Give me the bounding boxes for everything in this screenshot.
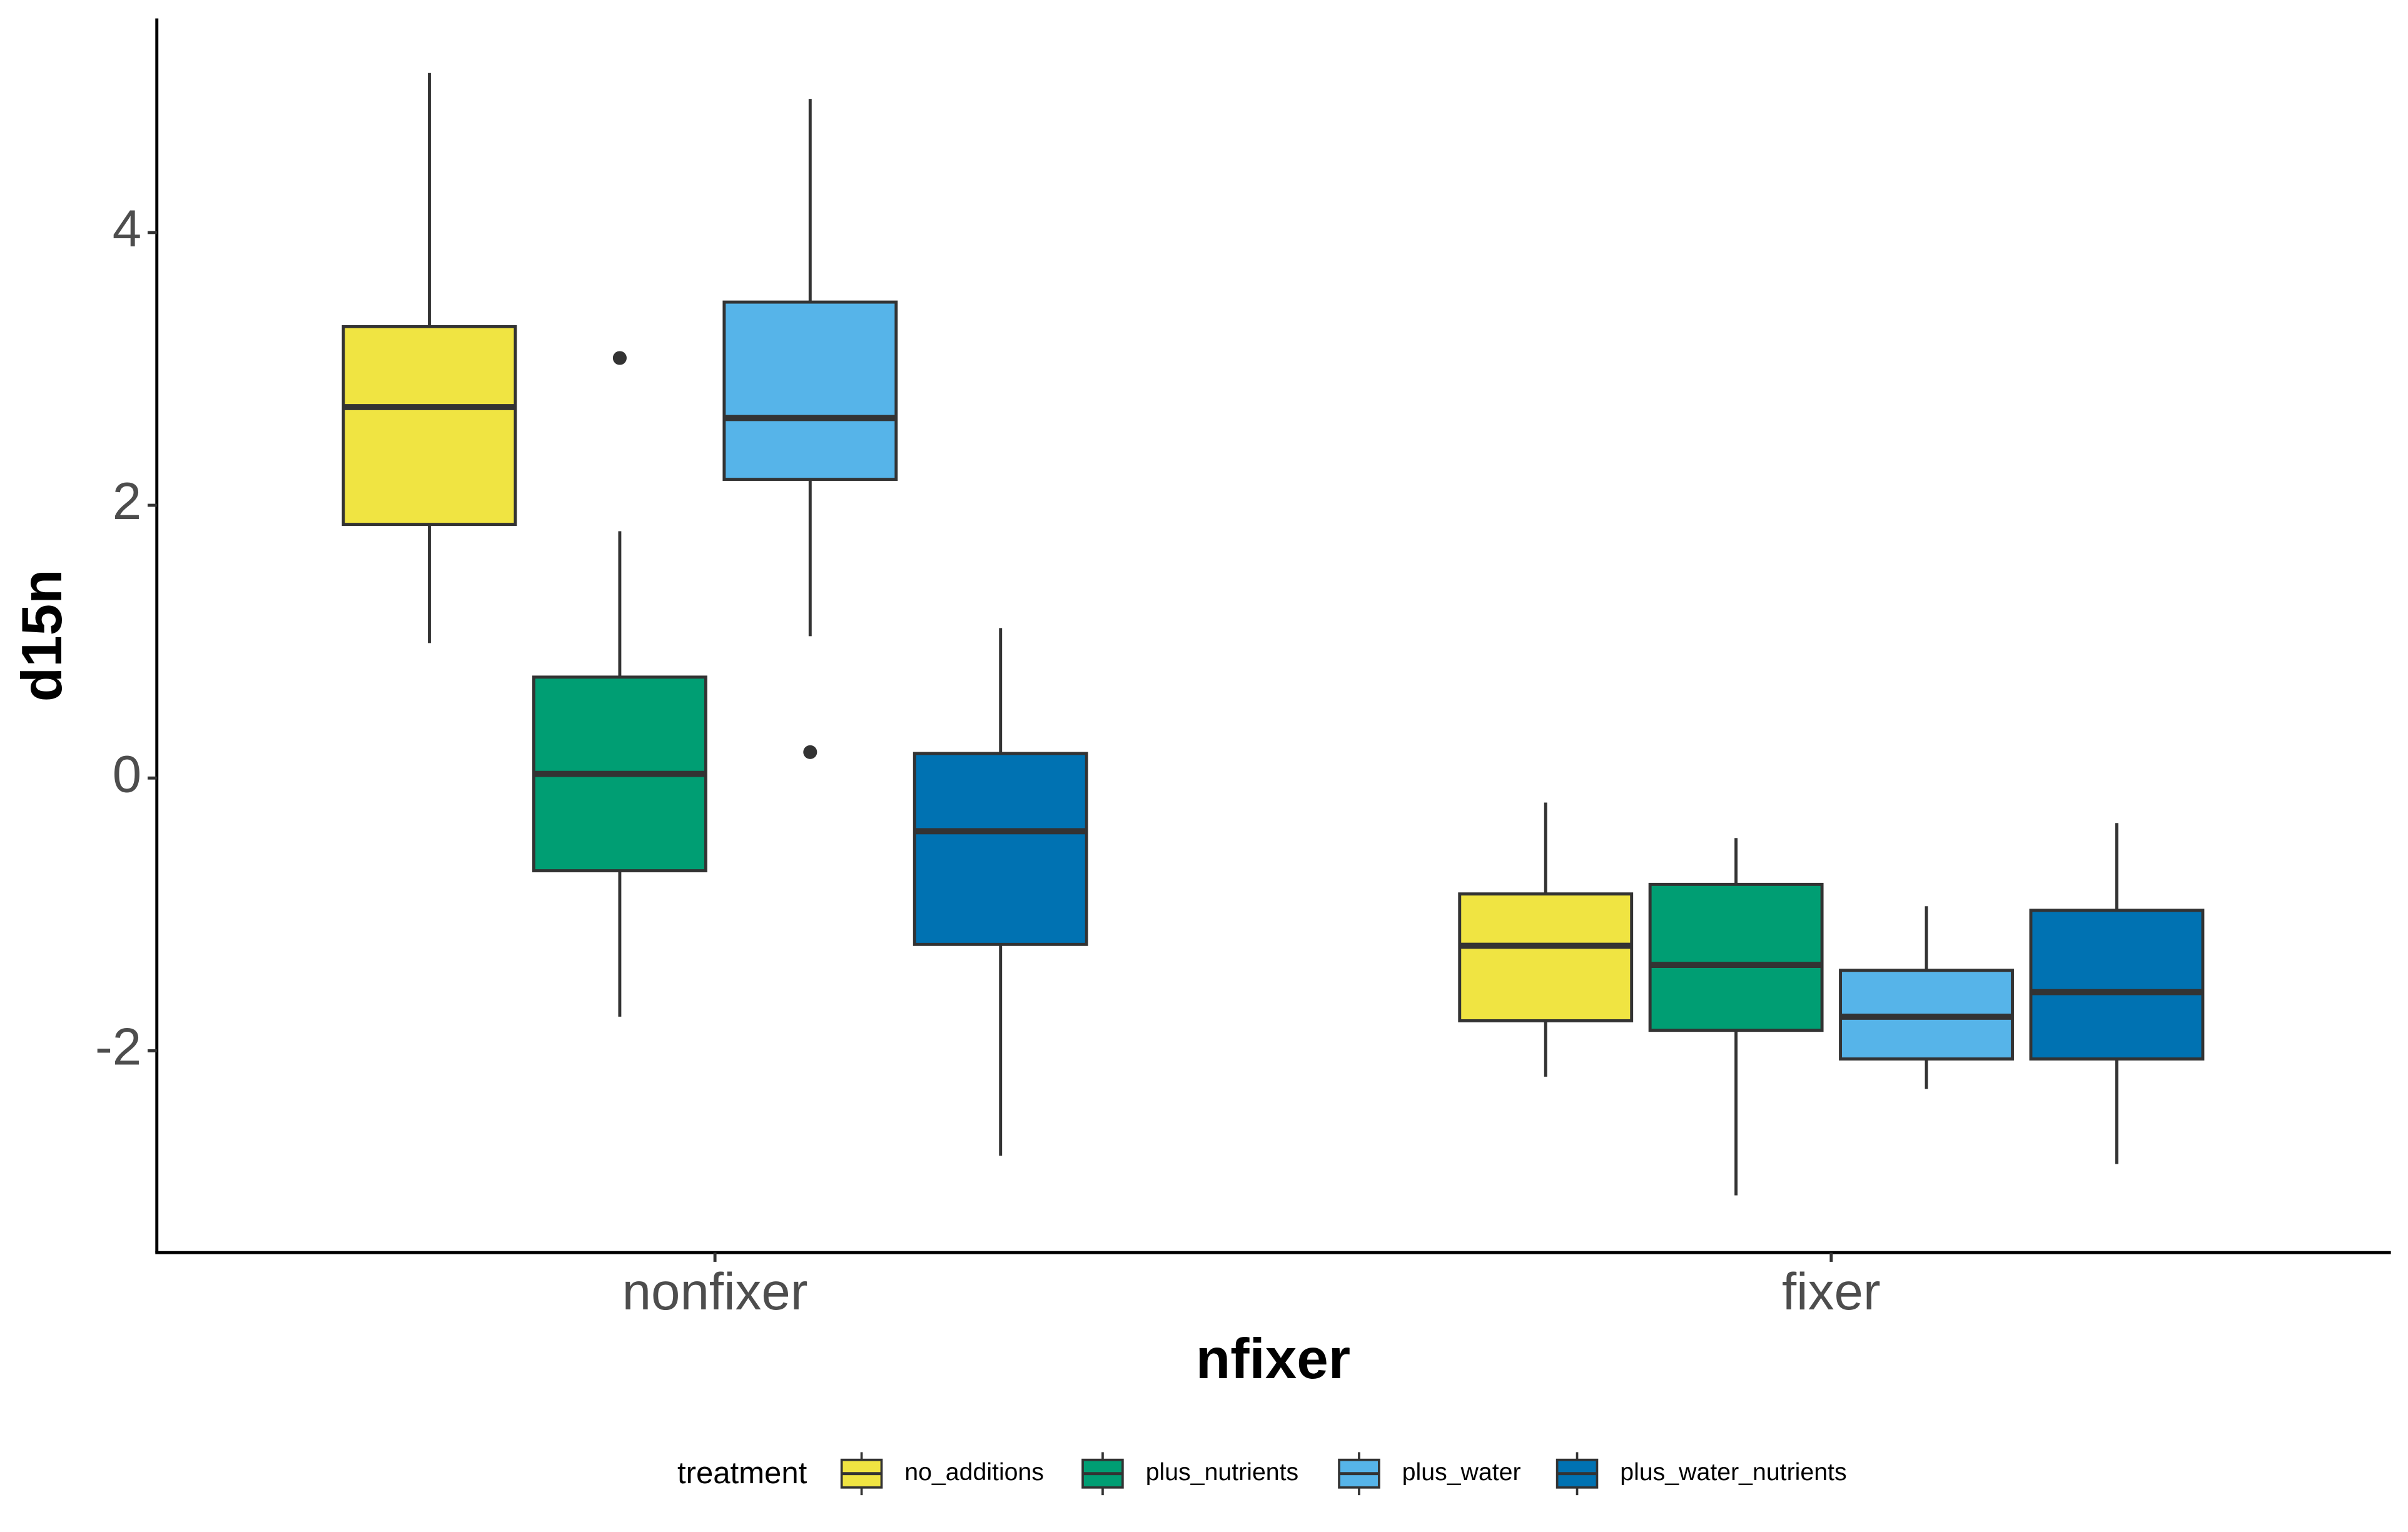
- box: [913, 752, 1088, 946]
- box: [722, 300, 898, 481]
- box: [2029, 909, 2205, 1061]
- y-tick-label: -2: [95, 1017, 141, 1076]
- x-axis-title: nfixer: [1196, 1328, 1350, 1391]
- legend-label: plus_water_nutrients: [1620, 1458, 1846, 1486]
- legend-label: no_additions: [904, 1458, 1044, 1486]
- box: [1648, 882, 1824, 1032]
- x-tick-label: fixer: [1782, 1262, 1881, 1321]
- legend-title: treatment: [677, 1456, 807, 1490]
- y-tick-label: 4: [113, 199, 141, 258]
- y-tick-label: 2: [113, 471, 141, 530]
- x-tick-label: nonfixer: [622, 1262, 808, 1321]
- legend-label: plus_nutrients: [1146, 1458, 1298, 1486]
- box: [1458, 892, 1634, 1022]
- outlier: [612, 351, 627, 365]
- outlier: [803, 745, 817, 759]
- y-tick-label: 0: [113, 744, 141, 803]
- box: [341, 325, 517, 527]
- legend-label: plus_water: [1402, 1458, 1521, 1486]
- y-axis-title: d15n: [11, 569, 74, 702]
